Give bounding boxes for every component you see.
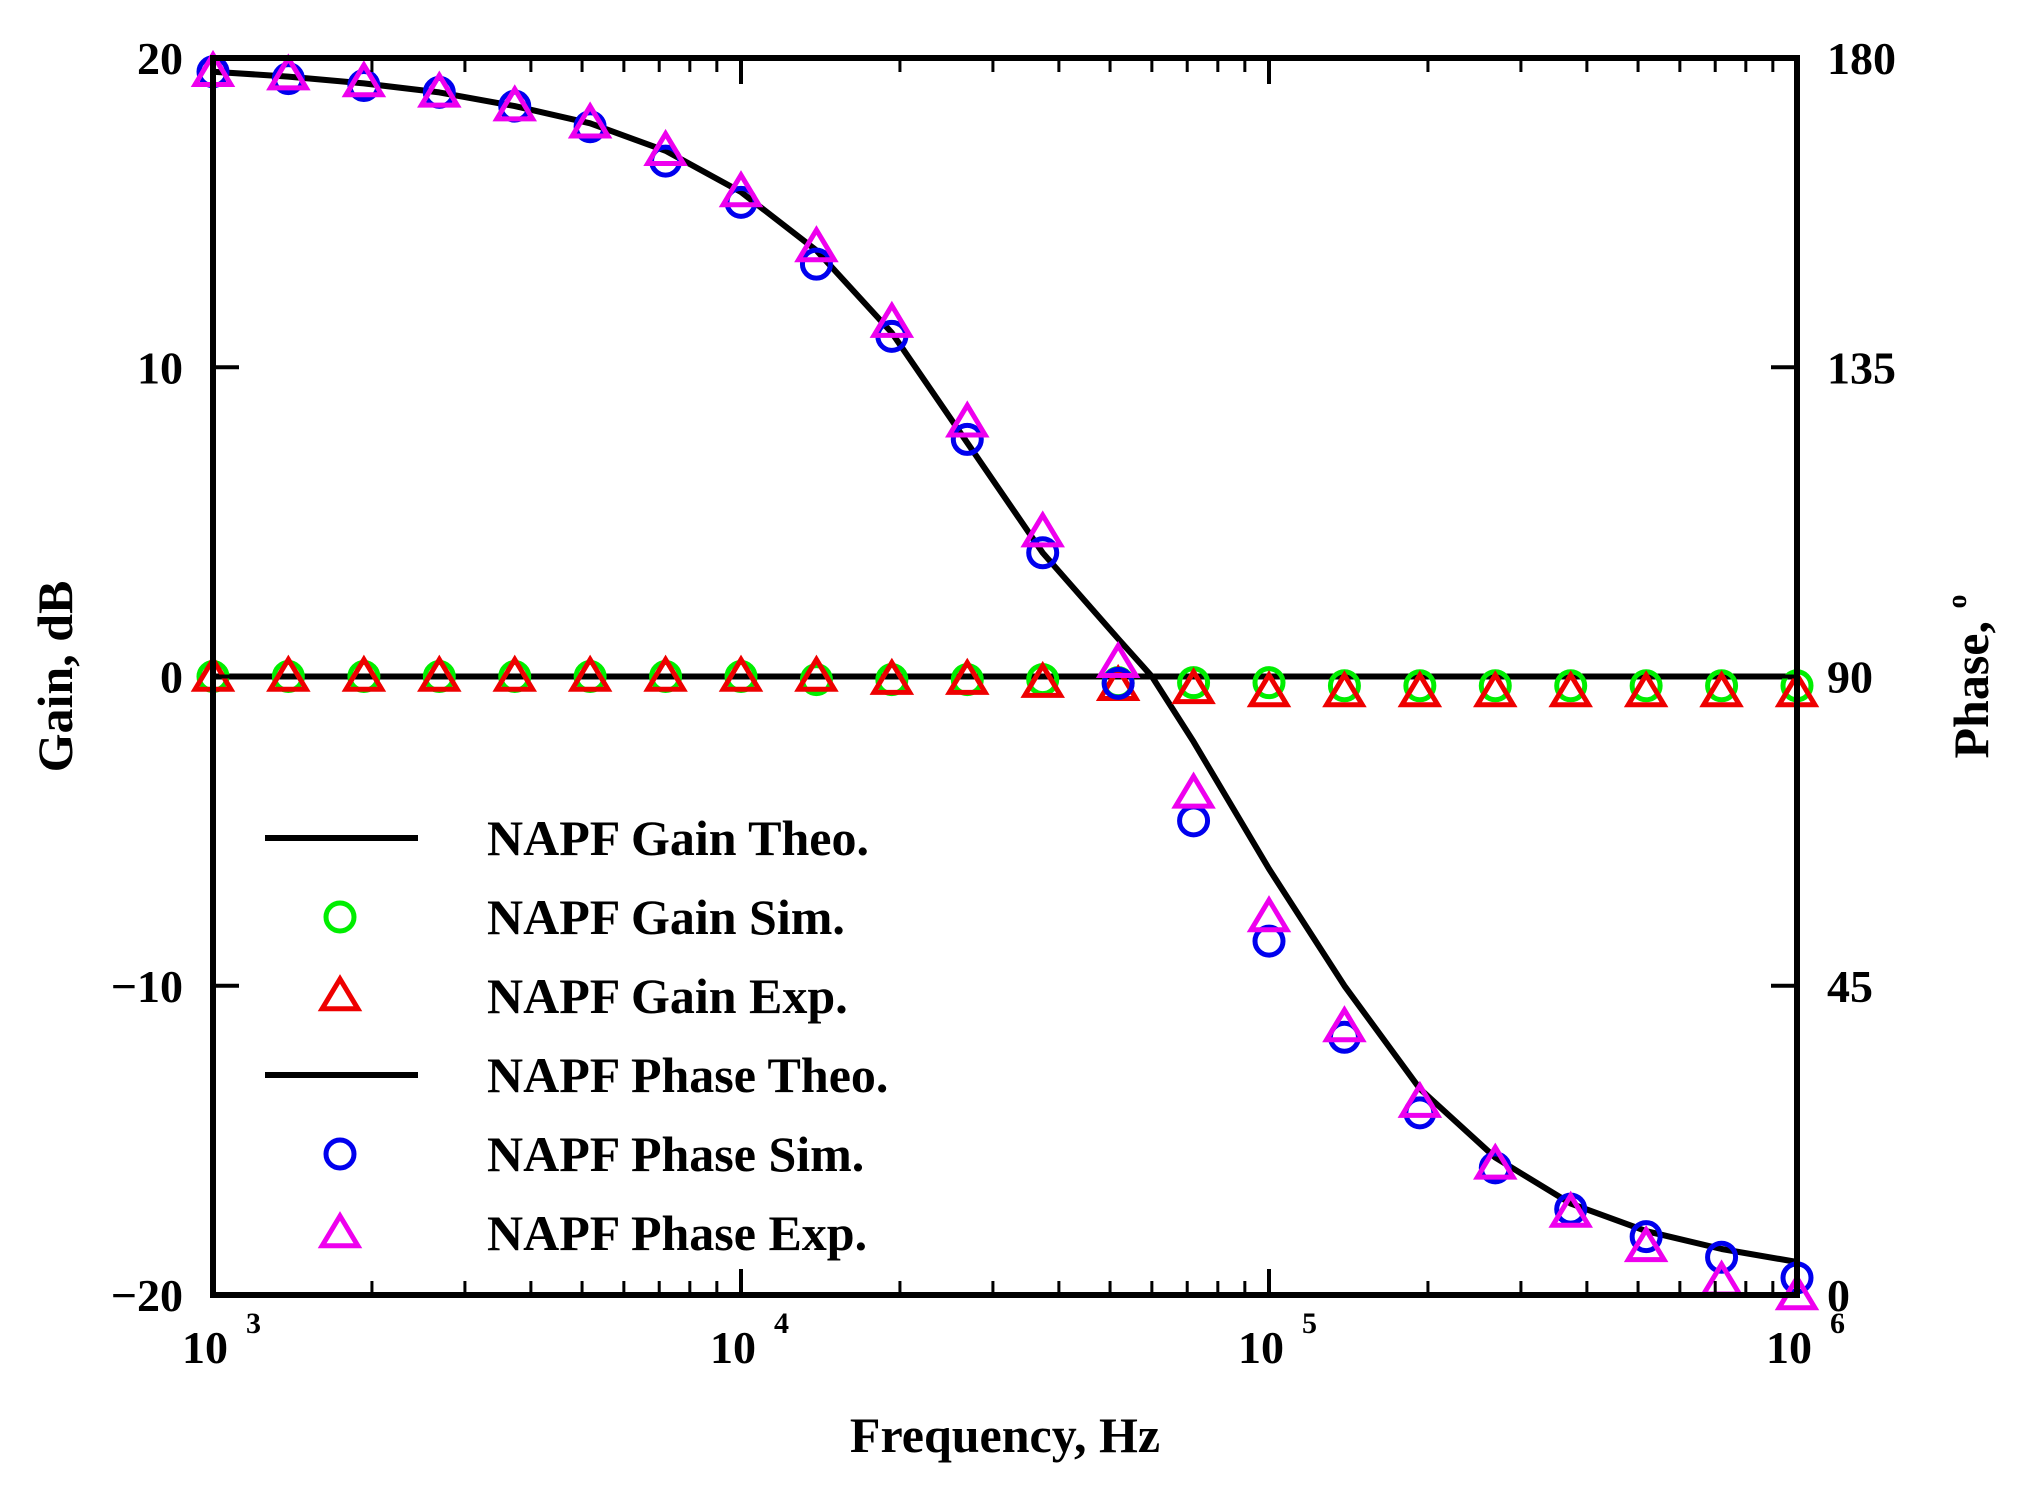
series-2-point — [945, 657, 990, 695]
y2-axis-title-text: Phase, — [1943, 609, 1999, 759]
series-5-point — [567, 101, 613, 139]
series-5-point — [1473, 1142, 1518, 1180]
legend-label: NAPF Gain Exp. — [487, 968, 848, 1024]
series-5-point — [1397, 1080, 1443, 1118]
series-4-point — [1252, 924, 1286, 958]
y-tick-label: −10 — [111, 961, 183, 1012]
legend-label: NAPF Phase Exp. — [487, 1205, 867, 1261]
series-5-point — [492, 84, 538, 122]
series-2-point — [567, 654, 613, 692]
legend-symbol-circle — [323, 900, 357, 934]
legend-symbol-circle — [323, 1137, 357, 1171]
legend-label: NAPF Phase Sim. — [487, 1126, 864, 1182]
series-2-point — [794, 654, 839, 692]
series-5-point — [718, 170, 764, 208]
series-2-point — [1548, 670, 1593, 708]
axis-labels: Frequency, Hz Gain, dB Phase, o — [27, 581, 1999, 1463]
series-5-point — [794, 225, 839, 263]
y2-tick-label: 180 — [1827, 33, 1896, 84]
x-tick-exponent: 6 — [1830, 1307, 1845, 1340]
x-tick-label: 10 — [182, 1322, 228, 1373]
series-2-point — [1246, 670, 1292, 708]
series-2-point — [492, 654, 538, 692]
series-2-point — [341, 654, 387, 692]
series-5-point — [1095, 640, 1141, 679]
series-2-point — [718, 654, 764, 692]
series-5-point — [1171, 771, 1216, 809]
legend-symbol-triangle — [317, 974, 363, 1012]
x-axis-title: Frequency, Hz — [850, 1407, 1160, 1463]
series-line-3 — [212, 68, 1798, 1265]
y-axis-title: Gain, dB — [27, 581, 83, 773]
series-2-point — [1473, 670, 1518, 708]
legend-label: NAPF Gain Theo. — [487, 810, 869, 866]
series-4-point — [1705, 1240, 1739, 1274]
y-tick-label: 20 — [137, 33, 183, 84]
y-tick-label: −20 — [111, 1270, 183, 1321]
series-5-point — [869, 300, 915, 338]
series-2-point — [1623, 670, 1669, 708]
series-5-point — [417, 70, 462, 108]
x-tick-label: 10 — [1766, 1322, 1812, 1373]
y2-tick-label: 90 — [1827, 652, 1873, 703]
series-4-point — [1629, 1220, 1663, 1254]
legend: NAPF Gain Theo. NAPF Gain Sim. NAPF Gain E… — [265, 810, 888, 1261]
x-tick-exponent: 4 — [774, 1307, 789, 1340]
legend-label: NAPF Phase Theo. — [487, 1047, 888, 1103]
x-tick-exponent: 3 — [246, 1307, 261, 1340]
series-5-point — [945, 400, 990, 438]
series-2-point — [1020, 660, 1065, 698]
y2-tick-label: 135 — [1827, 342, 1896, 393]
series-1-point — [1252, 666, 1286, 700]
series-4-point — [950, 422, 984, 456]
series-2-point — [417, 654, 462, 692]
y2-axis-title: Phase, o — [1942, 595, 1999, 759]
series-5-point — [1699, 1259, 1744, 1297]
axis-ticks: 10 3 10 4 10 5 10 6 20 10 0 −10 −20 180 135 90 45 0 — [111, 33, 1896, 1373]
series-2-point — [869, 657, 915, 695]
legend-label: NAPF Gain Sim. — [487, 889, 845, 945]
series-4-point — [799, 247, 833, 281]
series-4-point — [1101, 666, 1135, 700]
series-5-point — [266, 53, 311, 91]
y2-axis-title-degree: o — [1942, 595, 1973, 609]
y-tick-label: 0 — [160, 652, 183, 703]
series-4-point — [1026, 536, 1060, 570]
series-4-point — [1177, 804, 1211, 838]
series-5-point — [1246, 895, 1292, 933]
chart-marks — [190, 49, 1820, 1311]
series-2-point — [1699, 670, 1744, 708]
legend-symbol-triangle — [317, 1211, 363, 1249]
y-tick-label: 10 — [137, 342, 183, 393]
y2-tick-label: 45 — [1827, 961, 1873, 1012]
series-5-point — [1623, 1225, 1669, 1263]
x-tick-exponent: 5 — [1302, 1307, 1317, 1340]
series-5-point — [1322, 1005, 1367, 1043]
series-2-point — [266, 654, 311, 692]
series-5-point — [1020, 510, 1065, 548]
x-tick-label: 10 — [710, 1322, 756, 1373]
series-2-point — [1171, 667, 1216, 705]
y2-tick-label: 0 — [1827, 1270, 1850, 1321]
series-2-point — [1397, 670, 1443, 708]
x-tick-label: 10 — [1238, 1322, 1284, 1373]
series-5-point — [643, 128, 688, 167]
series-2-point — [1322, 670, 1367, 708]
series-5-point — [1548, 1190, 1593, 1228]
series-2-point — [643, 654, 688, 692]
series-5-point — [341, 60, 387, 98]
